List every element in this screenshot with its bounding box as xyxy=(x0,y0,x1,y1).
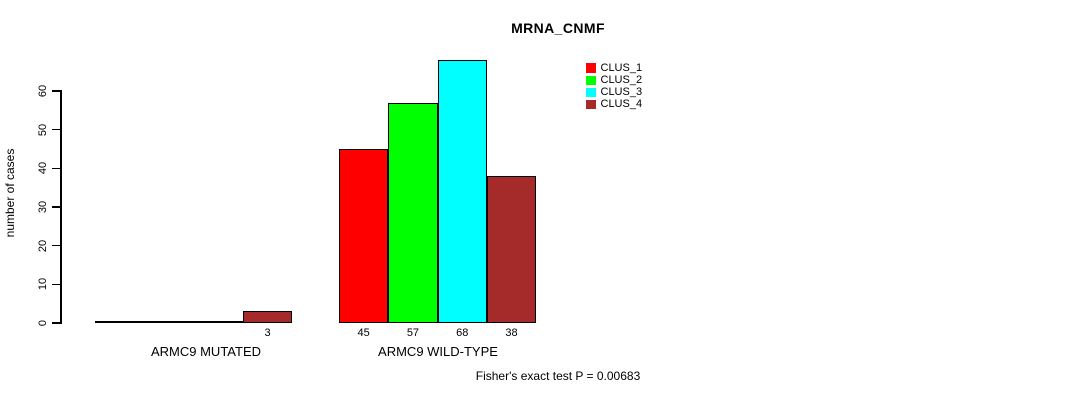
bar-value-label: 68 xyxy=(456,327,469,339)
legend-swatch-icon xyxy=(586,63,596,73)
legend-label: CLUS_3 xyxy=(600,85,643,98)
bar-clus_1 xyxy=(339,148,389,323)
legend-label: CLUS_1 xyxy=(600,61,643,74)
legend: CLUS_1 CLUS_2 CLUS_3 CLUS_4 xyxy=(586,62,642,111)
category-label: ARMC9 WILD-TYPE xyxy=(378,344,498,359)
legend-item-clus_4: CLUS_4 xyxy=(586,99,642,111)
y-axis-tick xyxy=(52,322,60,324)
y-axis-line xyxy=(60,90,62,324)
y-axis-tick-label: 0 xyxy=(37,319,49,327)
legend-label: CLUS_4 xyxy=(600,98,643,111)
zero-bar-line xyxy=(193,321,244,323)
bar-clus_4 xyxy=(486,176,537,323)
legend-swatch-icon xyxy=(586,75,596,86)
legend-label: CLUS_2 xyxy=(600,73,643,86)
bar-clus_4 xyxy=(242,311,293,323)
bar-value-label: 38 xyxy=(505,327,518,339)
chart-title: MRNA_CNMF xyxy=(511,20,605,36)
legend-swatch-icon xyxy=(586,87,596,98)
bar-value-label: 3 xyxy=(264,327,271,339)
legend-item-clus_2: CLUS_2 xyxy=(586,74,642,86)
y-axis-tick xyxy=(52,283,60,286)
y-axis-tick xyxy=(52,90,60,92)
y-axis-tick-label: 60 xyxy=(37,84,49,98)
legend-item-clus_3: CLUS_3 xyxy=(586,86,642,98)
y-axis-tick-label: 20 xyxy=(37,239,49,252)
y-axis-tick xyxy=(52,244,60,247)
y-axis-tick-label: 10 xyxy=(37,278,49,291)
legend-item-clus_1: CLUS_1 xyxy=(586,62,642,74)
zero-bar-line xyxy=(144,321,195,323)
bar-clus_2 xyxy=(388,102,438,323)
bar-value-label: 57 xyxy=(406,327,420,339)
bar-clus_3 xyxy=(437,60,487,323)
bar-value-label: 45 xyxy=(357,327,370,339)
zero-bar-line xyxy=(95,321,145,323)
fisher-test-annotation: Fisher's exact test P = 0.00683 xyxy=(475,369,641,383)
legend-swatch-icon xyxy=(586,99,596,110)
y-axis-tick-label: 30 xyxy=(37,200,49,214)
y-axis-label: number of cases xyxy=(3,148,17,238)
y-axis-tick-label: 40 xyxy=(37,162,49,175)
y-axis-tick xyxy=(52,167,60,170)
y-axis-tick xyxy=(52,206,60,208)
category-label: ARMC9 MUTATED xyxy=(150,344,262,359)
y-axis-tick-label: 50 xyxy=(37,123,49,136)
y-axis-tick xyxy=(52,128,60,131)
